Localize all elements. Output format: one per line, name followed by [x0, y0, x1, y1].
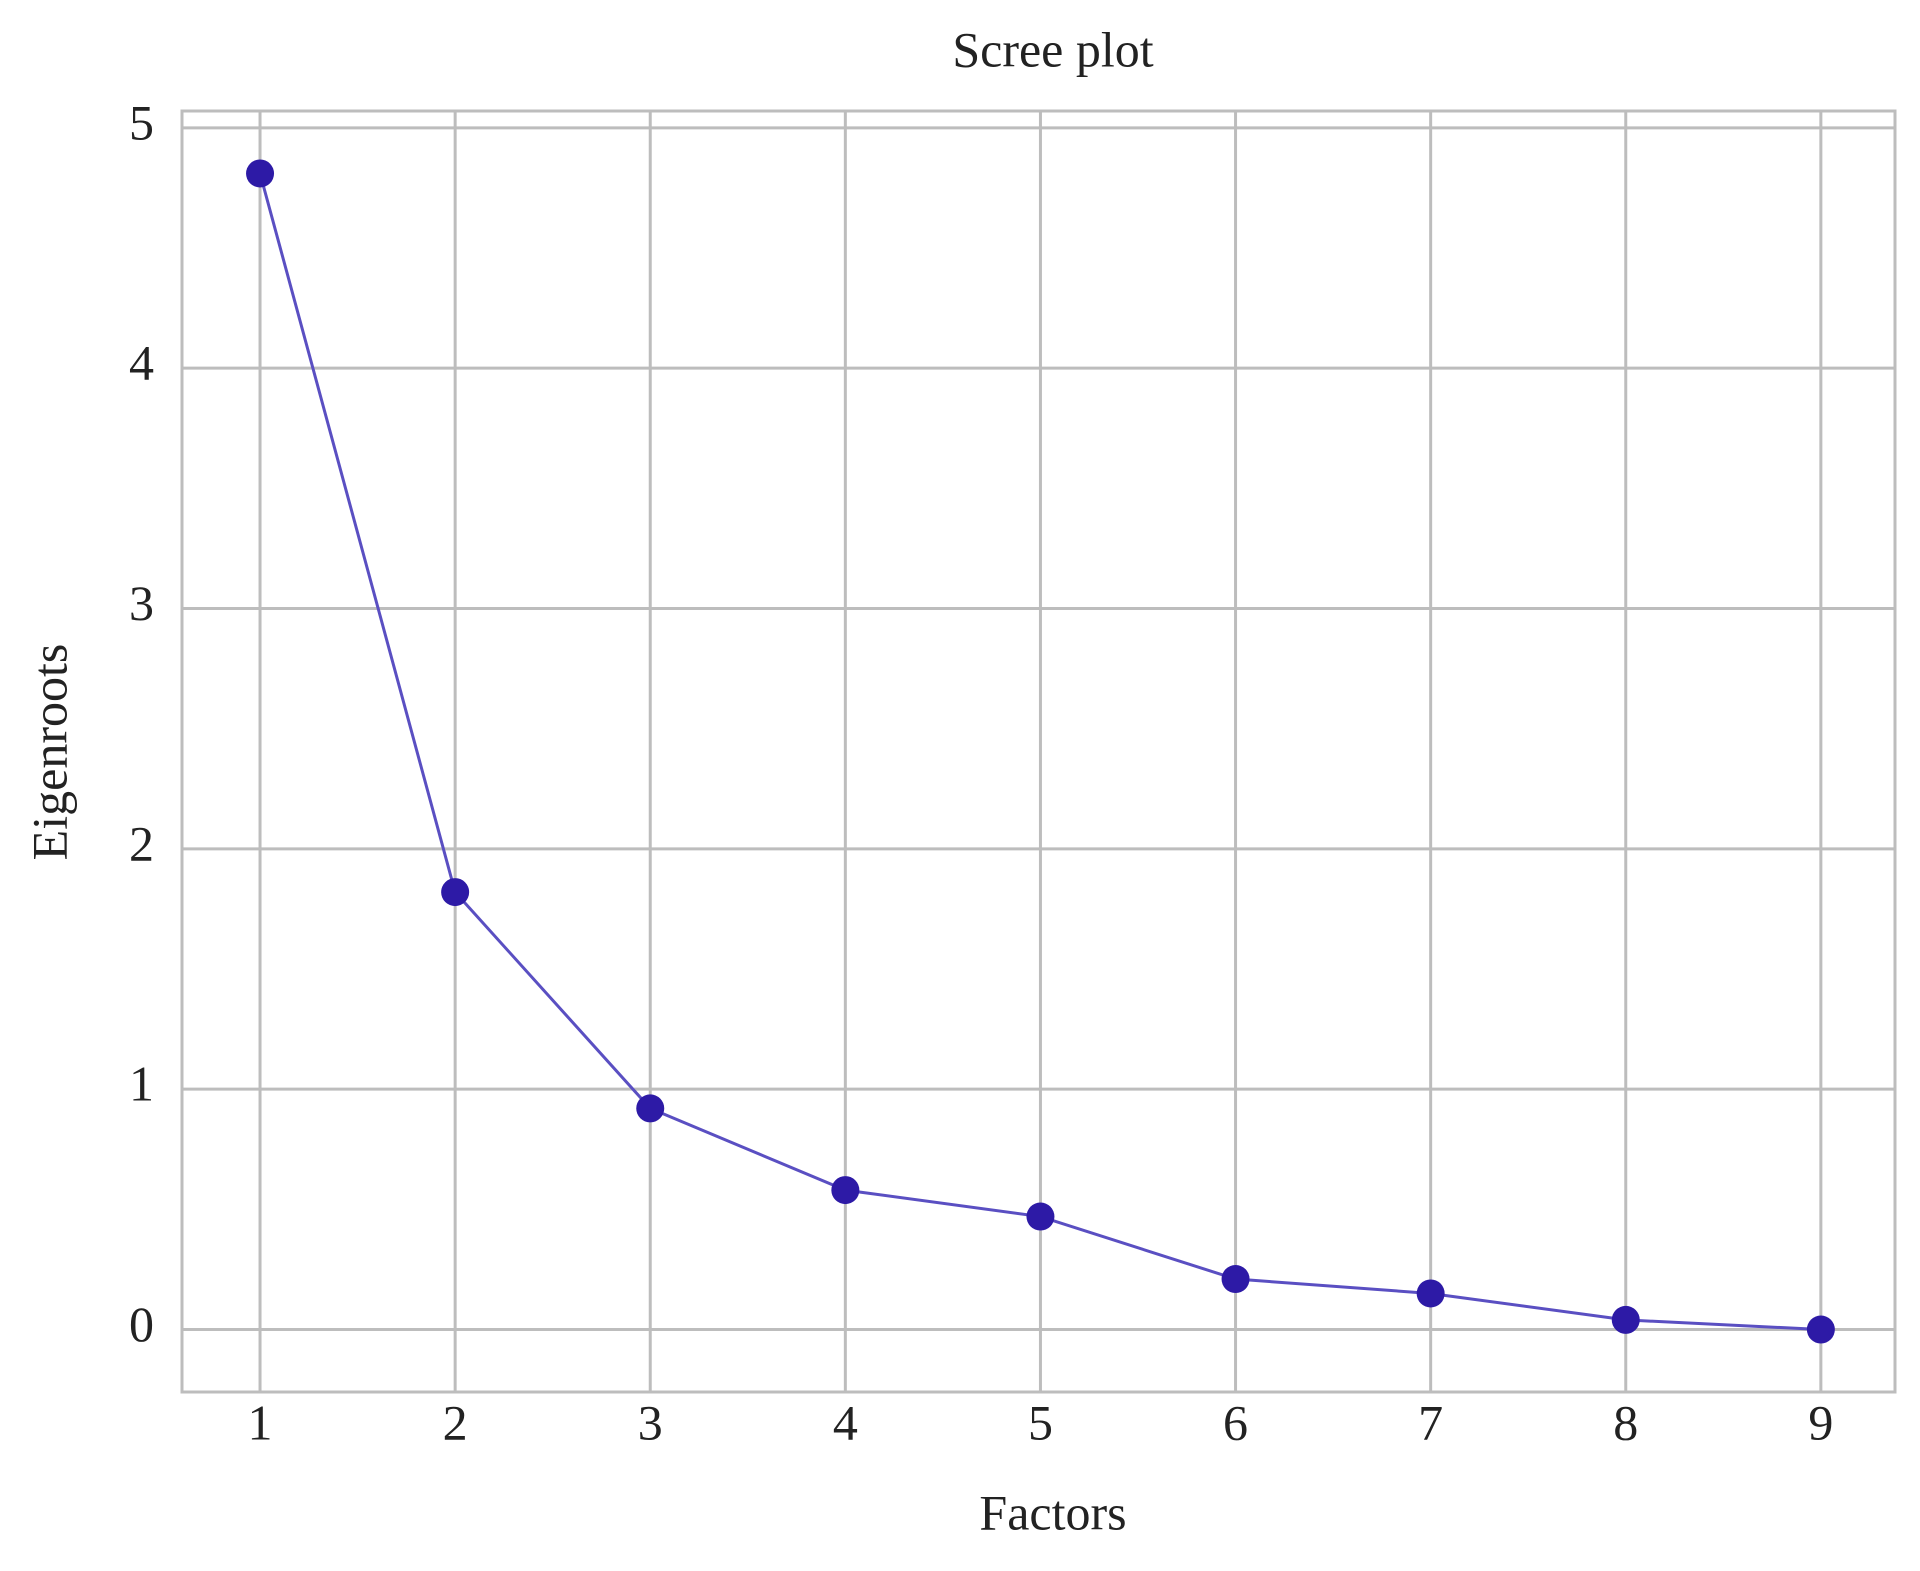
x-axis-label: Factors [979, 1484, 1126, 1540]
y-tick-label: 0 [129, 1296, 154, 1352]
data-point [1416, 1279, 1445, 1308]
plot-frame [180, 109, 1897, 1394]
x-tick-label: 4 [833, 1394, 858, 1450]
data-point [246, 159, 275, 188]
x-tick-label: 1 [248, 1394, 273, 1450]
x-tick-label: 2 [443, 1394, 468, 1450]
y-axis-label: Eigenroots [21, 644, 77, 861]
y-tick-label: 1 [129, 1056, 154, 1112]
y-tick-label: 4 [129, 335, 154, 391]
data-point [636, 1094, 665, 1123]
data-point [831, 1176, 860, 1205]
x-tick-label: 6 [1223, 1394, 1248, 1450]
chart-title: Scree plot [952, 21, 1153, 77]
data-point [1026, 1202, 1055, 1231]
data-point [441, 878, 470, 907]
y-tick-label: 2 [129, 815, 154, 871]
x-tick-label: 7 [1418, 1394, 1443, 1450]
y-tick-label: 3 [129, 575, 154, 631]
data-point [1221, 1265, 1250, 1294]
data-point [1806, 1315, 1835, 1344]
x-tick-label: 5 [1028, 1394, 1053, 1450]
x-tick-label: 9 [1808, 1394, 1833, 1450]
x-tick-label: 8 [1613, 1394, 1638, 1450]
data-point [1611, 1305, 1640, 1334]
y-tick-label: 5 [129, 94, 154, 150]
x-tick-label: 3 [638, 1394, 663, 1450]
